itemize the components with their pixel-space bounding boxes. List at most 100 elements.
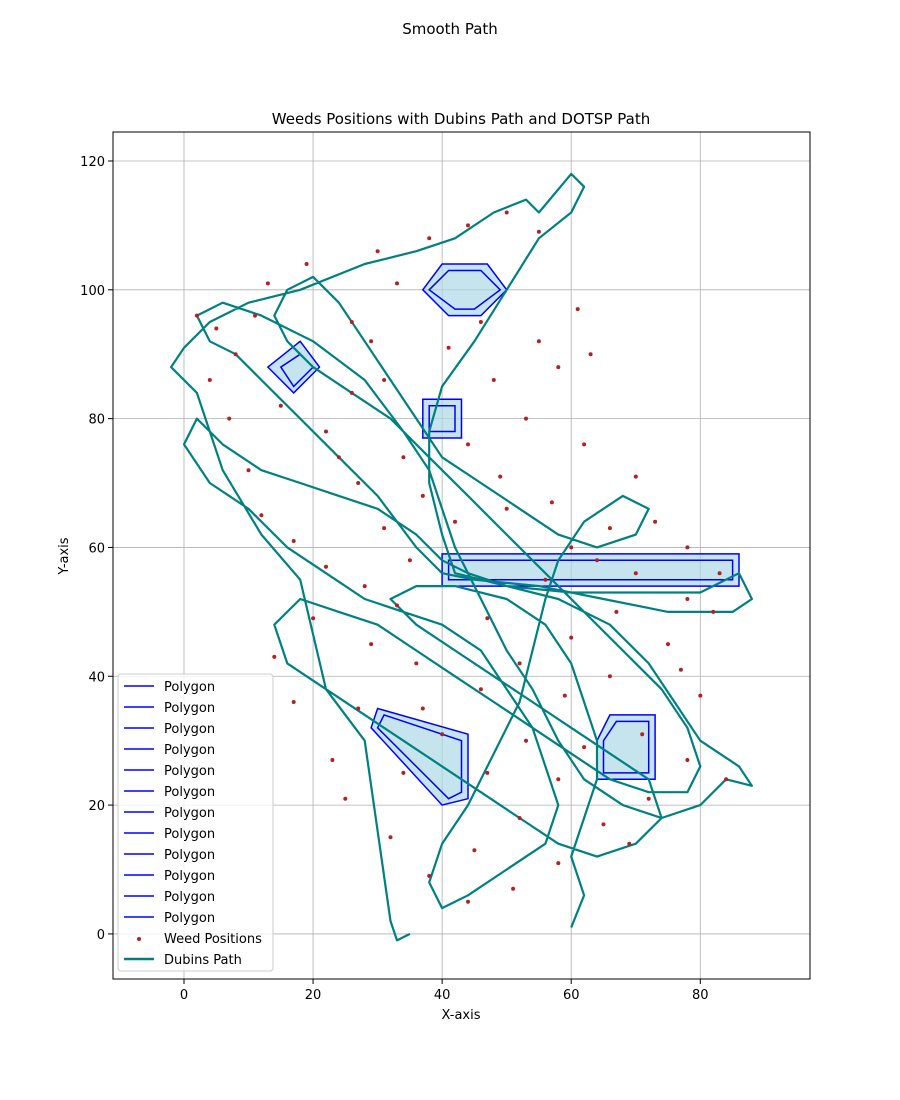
y-tick-label: 100	[80, 284, 105, 299]
weed-point	[717, 571, 722, 576]
weed-point	[446, 345, 451, 350]
polygon-outer	[370, 707, 469, 806]
weed-point	[511, 886, 516, 891]
weed-point	[291, 700, 296, 704]
weed-point	[536, 229, 541, 234]
y-tick-label: 80	[88, 413, 105, 428]
weed-point	[427, 873, 432, 878]
legend-label: Polygon	[164, 701, 215, 716]
polygon-outer	[596, 714, 656, 781]
x-tick-label: 80	[692, 988, 709, 1003]
weed-point	[466, 899, 470, 904]
axis-ticks: 0 20 40 60 80 0 20 40 60 80 100 120	[80, 155, 708, 1003]
weed-point	[478, 320, 483, 324]
weed-point	[420, 706, 425, 711]
x-axis-label: X-axis	[442, 1008, 481, 1023]
weed-point	[640, 732, 645, 737]
weed-point	[601, 822, 606, 827]
weed-point	[401, 455, 406, 460]
polygon-outer	[266, 340, 321, 394]
weed-point	[524, 416, 528, 421]
polygon-inner	[602, 720, 650, 774]
weed-point	[356, 481, 361, 485]
weed-point	[336, 455, 341, 460]
weed-point	[653, 519, 658, 524]
weed-point	[349, 320, 354, 324]
weed-point	[646, 796, 651, 801]
weed-point	[614, 609, 619, 614]
weed-point	[685, 597, 690, 601]
legend-label: Polygon	[164, 911, 215, 926]
weed-point	[582, 442, 587, 447]
weed-point	[227, 416, 232, 421]
weed-point	[194, 313, 199, 318]
y-axis-label: Y-axis	[57, 537, 72, 575]
legend-label: Polygon	[164, 869, 215, 884]
weed-point	[607, 526, 612, 531]
weed-point	[253, 313, 257, 318]
weed-point	[524, 738, 528, 743]
legend-label: Polygon	[164, 680, 215, 695]
weed-point	[349, 390, 354, 395]
weed-points	[194, 210, 729, 904]
weed-point	[414, 661, 419, 666]
weed-point	[291, 539, 296, 543]
legend-label: Dubins Path	[164, 953, 242, 968]
weed-point	[556, 777, 561, 782]
plot-area-frame	[112, 131, 811, 980]
polygon-inner	[428, 404, 456, 433]
weed-point	[562, 693, 567, 698]
weed-point	[698, 693, 703, 698]
weed-point	[466, 223, 470, 228]
weed-point	[595, 558, 599, 563]
legend-label: Polygon	[164, 764, 215, 779]
weed-point	[395, 281, 399, 286]
weed-point	[588, 352, 593, 357]
legend-label: Weed Positions	[164, 932, 262, 947]
polygon-outer	[421, 263, 508, 317]
weed-point	[485, 616, 490, 621]
weed-point	[362, 584, 367, 589]
weed-point	[478, 687, 483, 692]
legend-label: Polygon	[164, 743, 215, 758]
polygon-inner	[447, 559, 734, 581]
weed-point	[504, 506, 509, 511]
weed-point	[711, 609, 716, 614]
weed-point	[278, 403, 283, 408]
polygon-outer	[441, 553, 740, 587]
weed-point	[420, 493, 425, 498]
weed-point	[382, 378, 387, 382]
x-tick-label: 0	[180, 988, 188, 1003]
weed-point	[549, 500, 554, 505]
legend-label: Polygon	[164, 785, 215, 800]
chart-title: Weeds Positions with Dubins Path and DOT…	[272, 110, 650, 128]
y-tick-label: 20	[88, 799, 105, 814]
weed-point	[304, 262, 309, 266]
y-tick-label: 60	[88, 541, 105, 556]
weed-point	[246, 468, 251, 473]
weed-point	[233, 352, 238, 357]
weed-point	[498, 474, 503, 479]
polygon-outer	[422, 398, 463, 439]
weed-point	[427, 236, 432, 241]
figure-suptitle: Smooth Path	[402, 20, 498, 38]
weed-point	[324, 564, 328, 569]
polygon-inner	[376, 713, 463, 800]
weed-point	[375, 249, 380, 254]
dubins-path-layer	[170, 172, 753, 942]
legend-box	[117, 673, 274, 972]
weed-point	[369, 339, 374, 344]
weed-point	[633, 474, 638, 479]
legend-label: Polygon	[164, 848, 215, 863]
legend-weed-marker	[137, 937, 141, 941]
weed-point	[401, 770, 406, 775]
weed-point	[666, 642, 670, 647]
weed-point	[207, 378, 212, 382]
weed-point	[214, 326, 219, 331]
weed-point	[272, 654, 277, 659]
y-tick-label: 40	[88, 670, 105, 685]
polygon-inner	[428, 269, 502, 310]
weed-point	[575, 307, 580, 312]
weed-point	[543, 577, 548, 582]
